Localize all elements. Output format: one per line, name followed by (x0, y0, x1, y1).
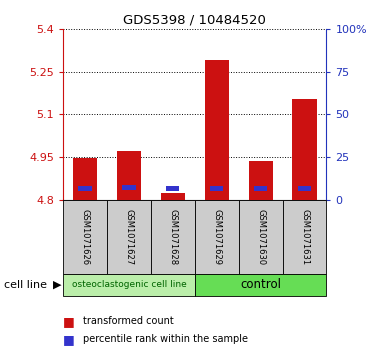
Text: transformed count: transformed count (83, 316, 174, 326)
Bar (249, 161, 273, 200)
Text: ■: ■ (63, 315, 75, 328)
Bar (205, 60, 229, 200)
Bar (292, 99, 316, 200)
Text: percentile rank within the sample: percentile rank within the sample (83, 334, 249, 344)
Bar (166, 186, 180, 191)
Text: GSM1071629: GSM1071629 (212, 209, 221, 265)
Bar (254, 186, 267, 191)
Bar (122, 185, 135, 190)
Text: GSM1071628: GSM1071628 (168, 209, 177, 265)
Text: GSM1071630: GSM1071630 (256, 209, 265, 265)
Text: GSM1071631: GSM1071631 (300, 209, 309, 265)
Text: GSM1071627: GSM1071627 (124, 209, 134, 265)
Bar (117, 151, 141, 200)
Bar (298, 186, 311, 191)
Text: control: control (240, 278, 281, 291)
Bar (210, 186, 223, 191)
Text: osteoclastogenic cell line: osteoclastogenic cell line (72, 281, 186, 289)
Title: GDS5398 / 10484520: GDS5398 / 10484520 (123, 13, 266, 26)
Bar (78, 186, 92, 191)
Text: GSM1071626: GSM1071626 (81, 209, 89, 265)
Text: ■: ■ (63, 333, 75, 346)
Bar (161, 192, 185, 200)
Bar (73, 158, 97, 200)
Text: ▶: ▶ (53, 280, 62, 290)
Text: cell line: cell line (4, 280, 47, 290)
